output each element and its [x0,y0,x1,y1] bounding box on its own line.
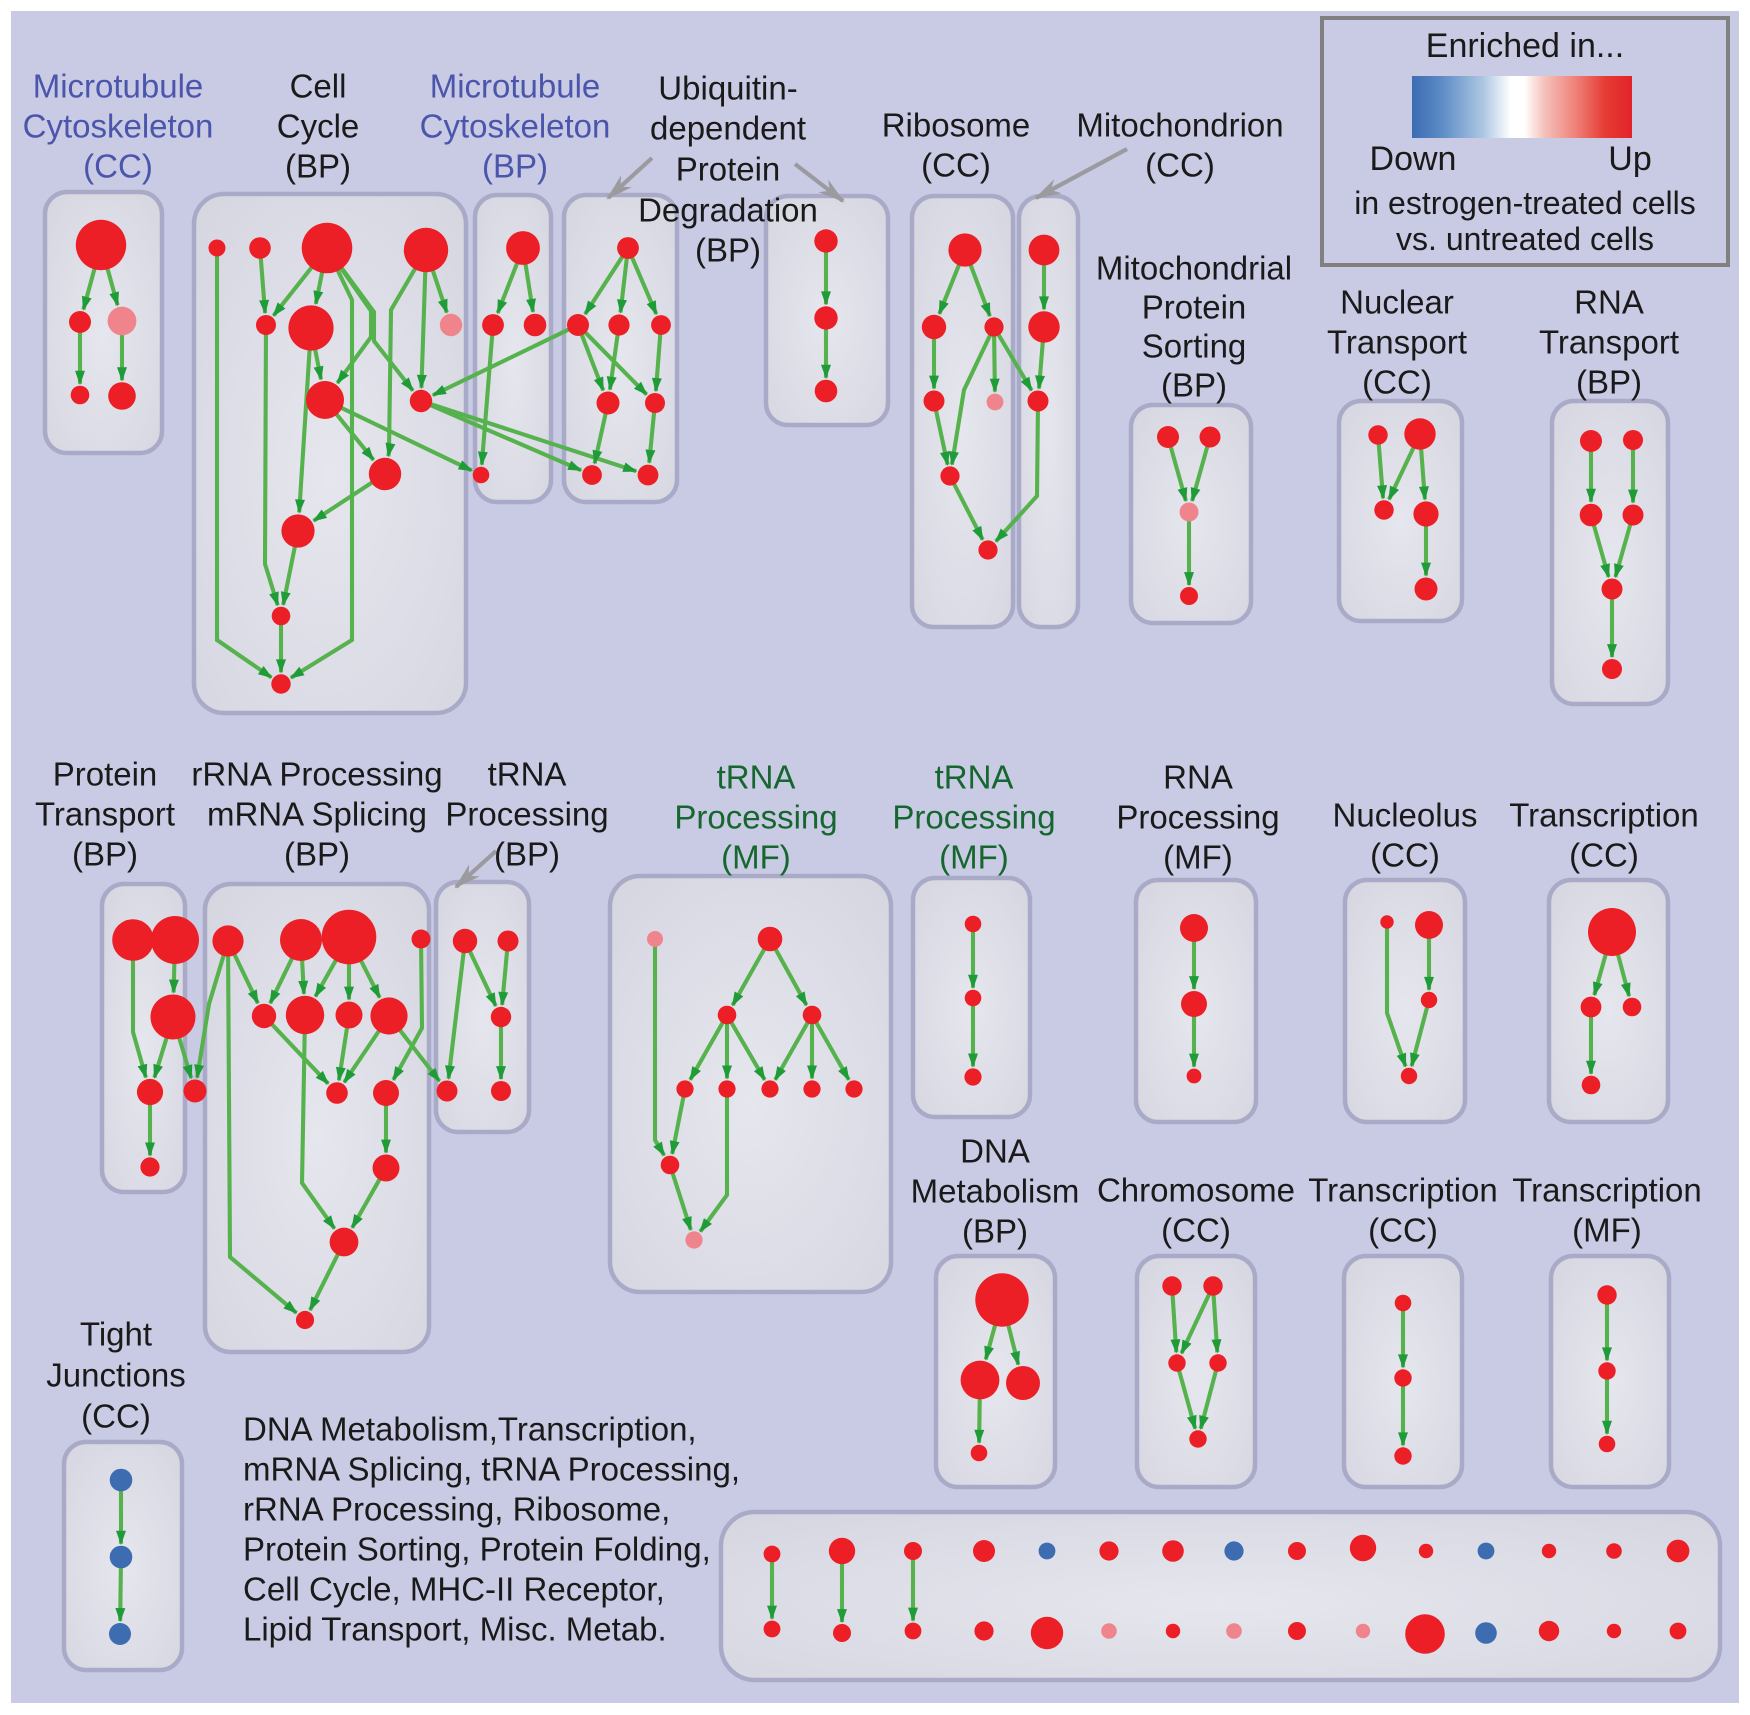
svg-text:(BP): (BP) [482,148,548,185]
svg-text:tRNA: tRNA [488,756,567,793]
svg-text:(CC): (CC) [1145,147,1215,184]
svg-text:Down: Down [1370,140,1457,178]
svg-text:Protein: Protein [1142,289,1247,326]
svg-text:Lipid Transport, Misc. Metab.: Lipid Transport, Misc. Metab. [243,1611,667,1648]
svg-text:DNA: DNA [960,1133,1030,1170]
svg-text:mRNA Splicing, tRNA Processing: mRNA Splicing, tRNA Processing, [243,1451,740,1488]
svg-text:Ribosome: Ribosome [882,107,1031,144]
svg-text:Transport: Transport [1539,324,1679,361]
svg-text:RNA: RNA [1163,759,1233,796]
svg-text:(MF): (MF) [1572,1212,1642,1249]
svg-text:mRNA Splicing: mRNA Splicing [207,796,427,833]
svg-text:Cytoskeleton: Cytoskeleton [420,108,611,145]
svg-text:Microtubule: Microtubule [430,68,601,105]
svg-text:RNA: RNA [1574,284,1644,321]
svg-text:in estrogen-treated cells: in estrogen-treated cells [1354,185,1696,221]
svg-text:(BP): (BP) [72,836,138,873]
svg-text:(BP): (BP) [695,232,761,269]
svg-text:(CC): (CC) [921,147,991,184]
svg-text:vs. untreated cells: vs. untreated cells [1396,221,1654,257]
svg-text:(BP): (BP) [494,836,560,873]
svg-text:(CC): (CC) [1362,364,1432,401]
svg-text:Mitochondrion: Mitochondrion [1076,107,1283,144]
svg-text:tRNA: tRNA [935,759,1014,796]
svg-text:Degradation: Degradation [638,192,818,229]
svg-text:(CC): (CC) [83,148,153,185]
svg-text:Enriched in...: Enriched in... [1426,27,1624,65]
svg-text:Ubiquitin-: Ubiquitin- [658,70,797,107]
svg-text:(CC): (CC) [1161,1212,1231,1249]
svg-text:Up: Up [1608,140,1651,178]
svg-text:Protein: Protein [53,756,158,793]
svg-text:Nuclear: Nuclear [1340,284,1454,321]
svg-text:Transport: Transport [1327,324,1467,361]
svg-text:Transcription: Transcription [1308,1172,1498,1209]
svg-text:(MF): (MF) [721,839,791,876]
svg-text:Chromosome: Chromosome [1097,1172,1295,1209]
svg-text:Sorting: Sorting [1142,328,1247,365]
svg-text:(BP): (BP) [1161,367,1227,404]
svg-text:(BP): (BP) [1576,364,1642,401]
svg-text:Processing: Processing [892,799,1055,836]
svg-text:Processing: Processing [445,796,608,833]
svg-text:(BP): (BP) [284,836,350,873]
svg-text:rRNA Processing, Ribosome,: rRNA Processing, Ribosome, [243,1491,670,1528]
svg-text:(BP): (BP) [285,148,351,185]
svg-text:Mitochondrial: Mitochondrial [1096,250,1292,287]
svg-text:Processing: Processing [1116,799,1279,836]
svg-text:Microtubule: Microtubule [33,68,204,105]
svg-text:Cell Cycle, MHC-II Receptor,: Cell Cycle, MHC-II Receptor, [243,1571,665,1608]
svg-text:(BP): (BP) [962,1213,1028,1250]
svg-text:rRNA Processing: rRNA Processing [191,756,442,793]
svg-text:(MF): (MF) [939,839,1009,876]
svg-text:DNA Metabolism,Transcription,: DNA Metabolism,Transcription, [243,1411,697,1448]
svg-text:Nucleolus: Nucleolus [1333,797,1478,834]
svg-text:Protein: Protein [676,151,781,188]
svg-text:Cycle: Cycle [277,108,360,145]
svg-text:Transcription: Transcription [1509,797,1699,834]
svg-text:Processing: Processing [674,799,837,836]
svg-text:Transport: Transport [35,796,175,833]
svg-text:(CC): (CC) [81,1398,151,1435]
svg-text:Tight: Tight [80,1316,152,1353]
svg-text:(MF): (MF) [1163,839,1233,876]
svg-text:(CC): (CC) [1569,837,1639,874]
svg-text:dependent: dependent [650,110,806,147]
svg-text:Junctions: Junctions [46,1357,185,1394]
svg-text:Transcription: Transcription [1512,1172,1702,1209]
svg-text:(CC): (CC) [1368,1212,1438,1249]
svg-text:(CC): (CC) [1370,837,1440,874]
svg-text:Metabolism: Metabolism [911,1173,1080,1210]
svg-text:Cell: Cell [290,68,347,105]
svg-text:Protein Sorting, Protein Foldi: Protein Sorting, Protein Folding, [243,1531,711,1568]
svg-text:Cytoskeleton: Cytoskeleton [23,108,214,145]
svg-text:tRNA: tRNA [717,759,796,796]
